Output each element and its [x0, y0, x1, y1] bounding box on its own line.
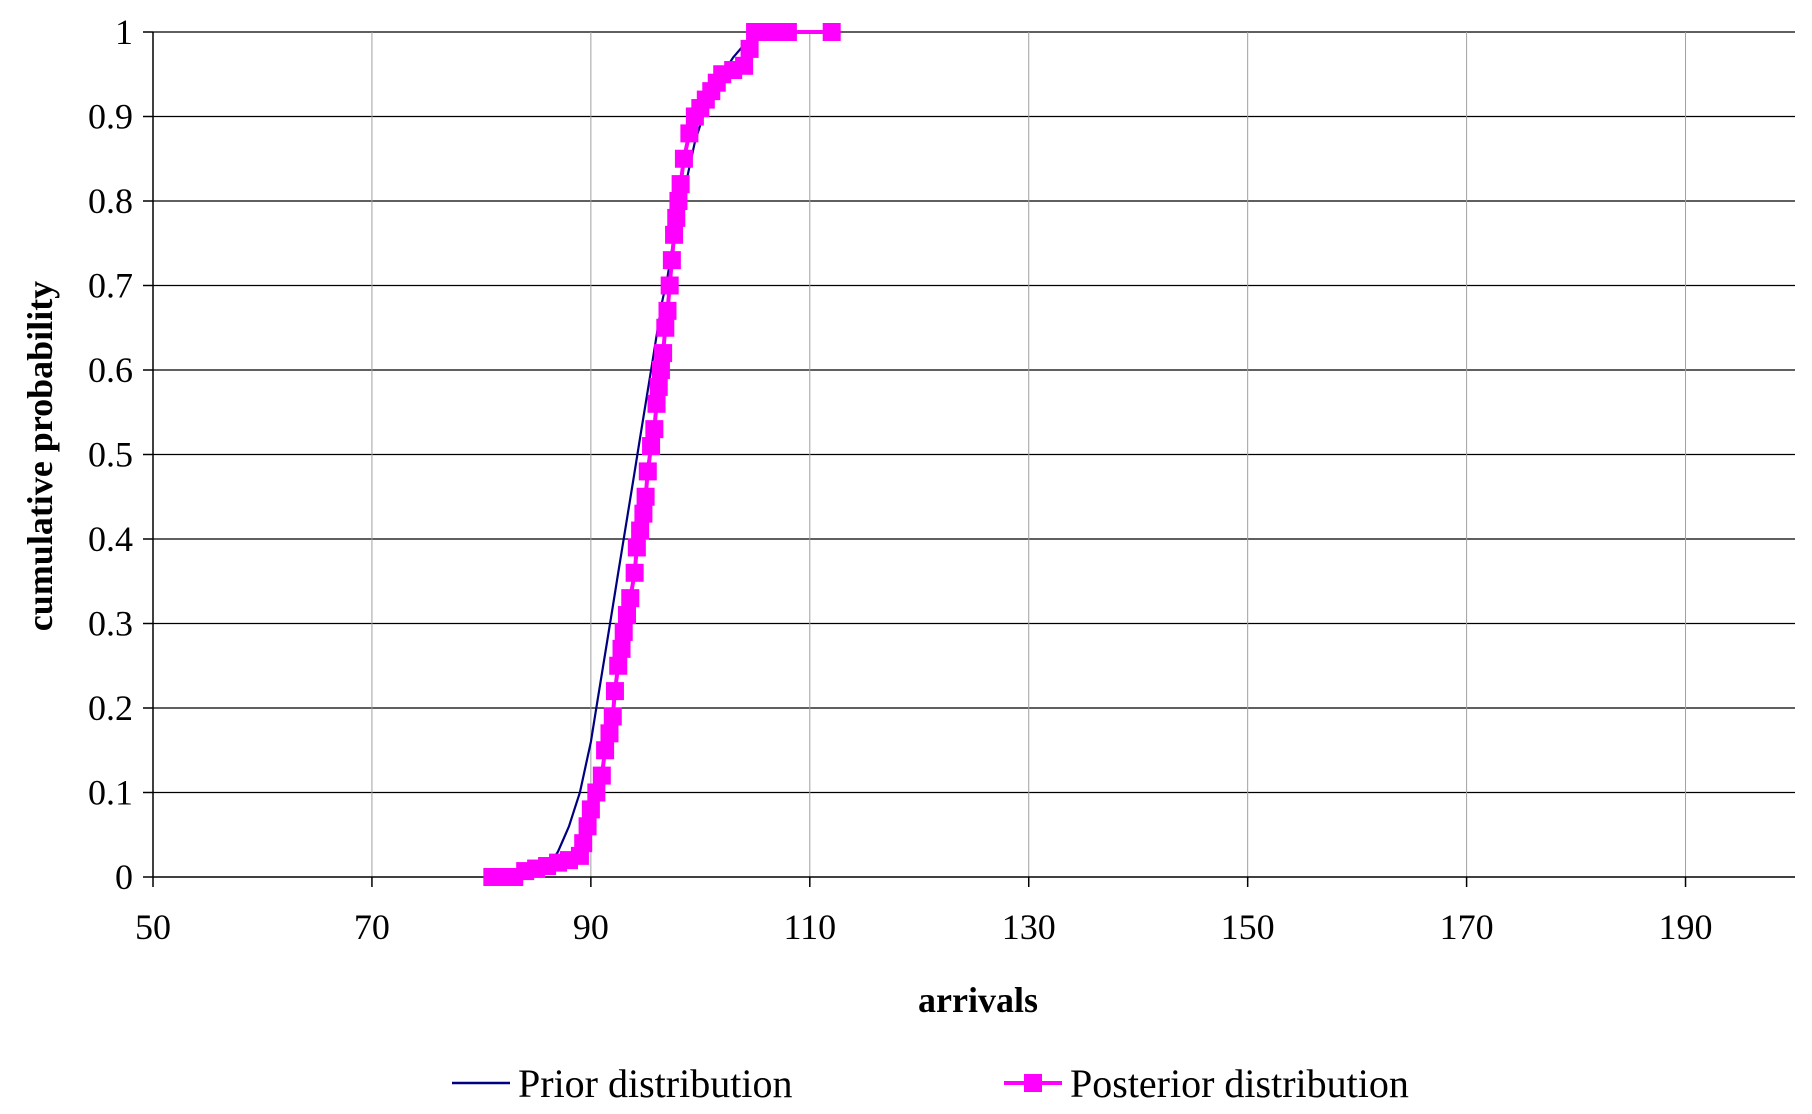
data-point — [645, 420, 664, 439]
data-point — [651, 361, 670, 379]
data-point — [654, 344, 673, 363]
data-point — [609, 656, 628, 675]
data-point — [627, 538, 646, 557]
data-point — [662, 251, 681, 270]
x-tick-label: 190 — [1659, 907, 1713, 947]
data-point — [778, 23, 797, 41]
x-tick-label: 110 — [783, 907, 836, 947]
data-point — [617, 606, 636, 625]
data-point — [667, 208, 686, 227]
data-point — [574, 834, 593, 853]
legend-prior-label: Prior distribution — [518, 1061, 792, 1106]
data-point — [665, 225, 684, 244]
data-point — [735, 56, 754, 75]
x-tick-label: 70 — [354, 907, 390, 947]
legend-item-posterior: Posterior distribution — [1004, 1061, 1409, 1106]
data-point — [596, 741, 615, 760]
data-point — [656, 318, 675, 337]
data-point — [625, 563, 644, 582]
data-point — [581, 800, 600, 819]
data-point — [649, 377, 668, 396]
legend: Prior distribution Posterior distributio… — [452, 1061, 1409, 1106]
data-point — [631, 521, 650, 540]
data-point — [638, 462, 657, 481]
data-point — [642, 437, 661, 456]
x-tick-label: 50 — [135, 907, 171, 947]
data-point — [605, 682, 624, 701]
y-tick-label: 0.3 — [88, 604, 133, 644]
data-point — [603, 707, 622, 726]
legend-posterior-marker — [1024, 1074, 1042, 1092]
data-point — [614, 622, 633, 641]
data-point — [740, 39, 759, 58]
data-point — [660, 276, 679, 295]
data-point — [578, 817, 597, 836]
series-posterior-distribution — [483, 23, 841, 886]
data-point — [671, 175, 690, 194]
data-point — [592, 766, 611, 785]
data-point — [636, 487, 655, 506]
y-tick-label: 0.6 — [88, 350, 133, 390]
y-tick-label: 0.5 — [88, 435, 133, 475]
data-point — [600, 724, 619, 743]
y-tick-label: 0.2 — [88, 688, 133, 728]
data-point — [587, 783, 606, 802]
data-point — [647, 394, 666, 413]
y-tick-label: 0.7 — [88, 266, 133, 306]
data-point — [674, 149, 693, 168]
x-tick-label: 130 — [1002, 907, 1056, 947]
data-point — [621, 589, 640, 608]
y-tick-label: 0.8 — [88, 181, 133, 221]
x-tick-label: 150 — [1221, 907, 1275, 947]
data-point — [822, 23, 841, 41]
series-area — [483, 23, 841, 886]
data-point — [634, 504, 653, 523]
x-tick-label: 170 — [1440, 907, 1494, 947]
y-tick-label: 0 — [115, 857, 133, 897]
y-tick-label: 0.4 — [88, 519, 133, 559]
legend-posterior-label: Posterior distribution — [1070, 1061, 1409, 1106]
y-tick-label: 1 — [115, 12, 133, 52]
y-tick-label: 0.9 — [88, 97, 133, 137]
data-point — [680, 124, 699, 143]
data-point — [669, 192, 688, 210]
data-point — [658, 301, 677, 320]
y-tick-label: 0.1 — [88, 773, 133, 813]
x-tick-label: 90 — [573, 907, 609, 947]
x-axis-title: arrivals — [918, 980, 1038, 1020]
gridlines — [153, 31, 1795, 877]
axes — [143, 31, 1795, 887]
y-axis-title: cumulative probability — [20, 281, 60, 631]
legend-item-prior: Prior distribution — [452, 1061, 792, 1106]
data-point — [612, 639, 631, 658]
